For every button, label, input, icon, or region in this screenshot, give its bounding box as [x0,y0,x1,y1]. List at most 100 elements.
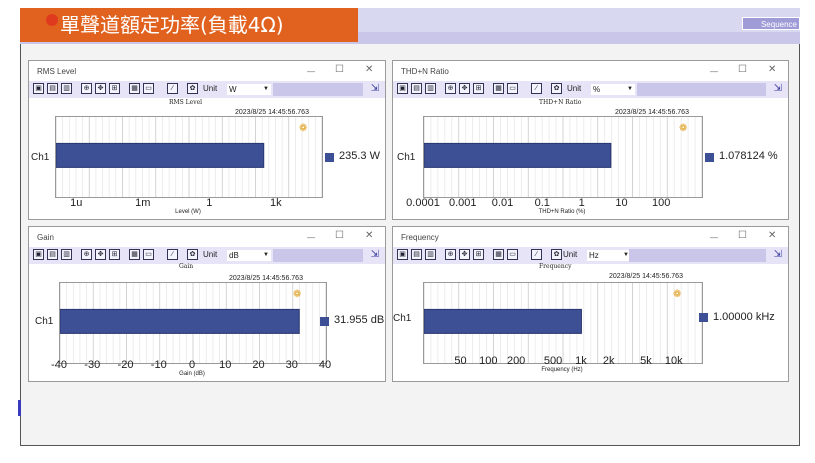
fit-icon[interactable]: ⊞ [109,249,120,260]
open-icon[interactable]: ▤ [47,83,58,94]
maximize-button[interactable]: ☐ [335,64,344,75]
timestamp: 2023/8/25 14:45:56.763 [235,109,309,116]
curve-icon[interactable]: ∕ [531,83,542,94]
panel-title: THD+N Ratio [401,67,449,76]
pan-icon[interactable]: ✥ [459,249,470,260]
side-marker [18,400,21,416]
open-icon[interactable]: ▤ [411,83,422,94]
fit-icon[interactable]: ⊞ [109,83,120,94]
tick-label: 1 [578,197,585,209]
display-icon[interactable]: ▭ [143,249,154,260]
chart-subtitle: Gain [179,263,194,270]
fit-icon[interactable]: ⊞ [473,249,484,260]
zoom-icon[interactable]: ⊕ [445,83,456,94]
unit-select[interactable]: dB ▼ [227,250,271,261]
fit-icon[interactable]: ⊞ [473,83,484,94]
grid-icon[interactable]: ▦ [129,83,140,94]
toolbar-spacer [637,83,766,96]
bar-ch1 [424,308,582,334]
tick-label: 30 [285,359,298,371]
grid-icon[interactable]: ▦ [493,83,504,94]
pan-icon[interactable]: ✥ [459,83,470,94]
zoom-icon[interactable]: ⊕ [81,83,92,94]
tick-label: 100 [479,355,498,367]
grid-icon[interactable]: ▦ [129,249,140,260]
legend-value: 1.00000 kHz [713,311,775,323]
export-icon[interactable]: ⇲ [370,83,379,94]
settings-icon[interactable]: ✿ [187,249,198,260]
zoom-icon[interactable]: ⊕ [81,249,92,260]
tick-label: -40 [51,359,67,371]
unit-select[interactable]: % ▼ [591,84,635,95]
tick-label: 40 [318,359,332,371]
export-icon[interactable]: ⇲ [773,249,782,260]
display-icon[interactable]: ▭ [143,83,154,94]
curve-icon[interactable]: ∕ [167,83,178,94]
panel-title: RMS Level [37,67,77,76]
legend-swatch [705,153,714,162]
close-button[interactable]: ✕ [768,64,777,75]
maximize-button[interactable]: ☐ [738,64,747,75]
panel-thdn-ratio: THD+N Ratio — ☐ ✕ ▣ ▤ ▥ ⊕ ✥ ⊞ ▦ ▭ ∕ ✿ Unit% ▼ ⇲ THD+N Rat… [392,60,789,220]
save-icon[interactable]: ▣ [33,83,44,94]
export-icon[interactable]: ⇲ [370,249,379,260]
bar-ch1 [56,142,265,168]
page-title: 單聲道額定功率(負載4Ω) [60,13,284,37]
print-icon[interactable]: ▥ [425,83,436,94]
unit-select[interactable]: W ▼ [227,84,271,95]
bar-ch1 [424,142,612,168]
settings-icon[interactable]: ✿ [551,83,562,94]
tick-labels: 0.0001 0.001 0.01 0.1 1 10 100 [406,197,701,211]
open-icon[interactable]: ▤ [411,249,422,260]
open-icon[interactable]: ▤ [47,249,58,260]
unit-select[interactable]: Hz ▼ [587,250,631,261]
brand-logo-icon: ❁ [679,123,688,134]
minimize-button[interactable]: — [710,233,718,242]
settings-icon[interactable]: ✿ [187,83,198,94]
panel-frequency: Frequency — ☐ ✕ ▣ ▤ ▥ ⊕ ✥ ⊞ ▦ ▭ ∕ ✿ Unit Hz ▼ ⇲ Frequency 2… [392,226,789,382]
print-icon[interactable]: ▥ [425,249,436,260]
brand-logo-icon: ❁ [673,289,682,300]
plot-area [423,282,703,364]
zoom-icon[interactable]: ⊕ [445,249,456,260]
curve-icon[interactable]: ∕ [167,249,178,260]
minimize-button[interactable]: — [307,233,315,242]
minimize-button[interactable]: — [307,67,315,76]
panel-rms-level: RMS Level — ☐ ✕ ▣ ▤ ▥ ⊕ ✥ ⊞ ▦ ▭ ∕ ✿ Unit W ▼ ⇲ RMS Level 20… [28,60,386,220]
sequence-button[interactable]: Sequence [742,17,800,30]
display-icon[interactable]: ▭ [507,249,518,260]
display-icon[interactable]: ▭ [507,83,518,94]
axis-label: THD+N Ratio (%) [538,209,586,215]
chart-toolbar: ▣ ▤ ▥ ⊕ ✥ ⊞ ▦ ▭ ∕ ✿ Unit dB ▼ ⇲ [29,247,385,264]
close-button[interactable]: ✕ [365,230,374,241]
tick-label: 50 [454,355,467,367]
minimize-button[interactable]: — [710,67,718,76]
save-icon[interactable]: ▣ [397,83,408,94]
legend-swatch [320,317,329,326]
save-icon[interactable]: ▣ [397,249,408,260]
settings-icon[interactable]: ✿ [551,249,562,260]
brand-logo-icon: ❁ [293,289,302,300]
maximize-button[interactable]: ☐ [335,230,344,241]
tick-label: 0.001 [448,197,477,209]
curve-icon[interactable]: ∕ [531,249,542,260]
maximize-button[interactable]: ☐ [738,230,747,241]
pan-icon[interactable]: ✥ [95,249,106,260]
print-icon[interactable]: ▥ [61,249,72,260]
legend-swatch [699,313,708,322]
page-title-banner: 單聲道額定功率(負載4Ω) [20,8,358,42]
tick-label: 1k [269,197,282,209]
close-button[interactable]: ✕ [365,64,374,75]
plot-area [423,116,703,198]
toolbar-spacer [273,83,363,96]
save-icon[interactable]: ▣ [33,249,44,260]
unit-value: % [593,85,601,94]
axis-label: Frequency (Hz) [541,367,583,373]
grid-icon[interactable]: ▦ [493,249,504,260]
pan-icon[interactable]: ✥ [95,83,106,94]
export-icon[interactable]: ⇲ [773,83,782,94]
print-icon[interactable]: ▥ [61,83,72,94]
unit-label: Unit [563,250,578,259]
tick-label: 0.1 [534,197,550,209]
close-button[interactable]: ✕ [768,230,777,241]
